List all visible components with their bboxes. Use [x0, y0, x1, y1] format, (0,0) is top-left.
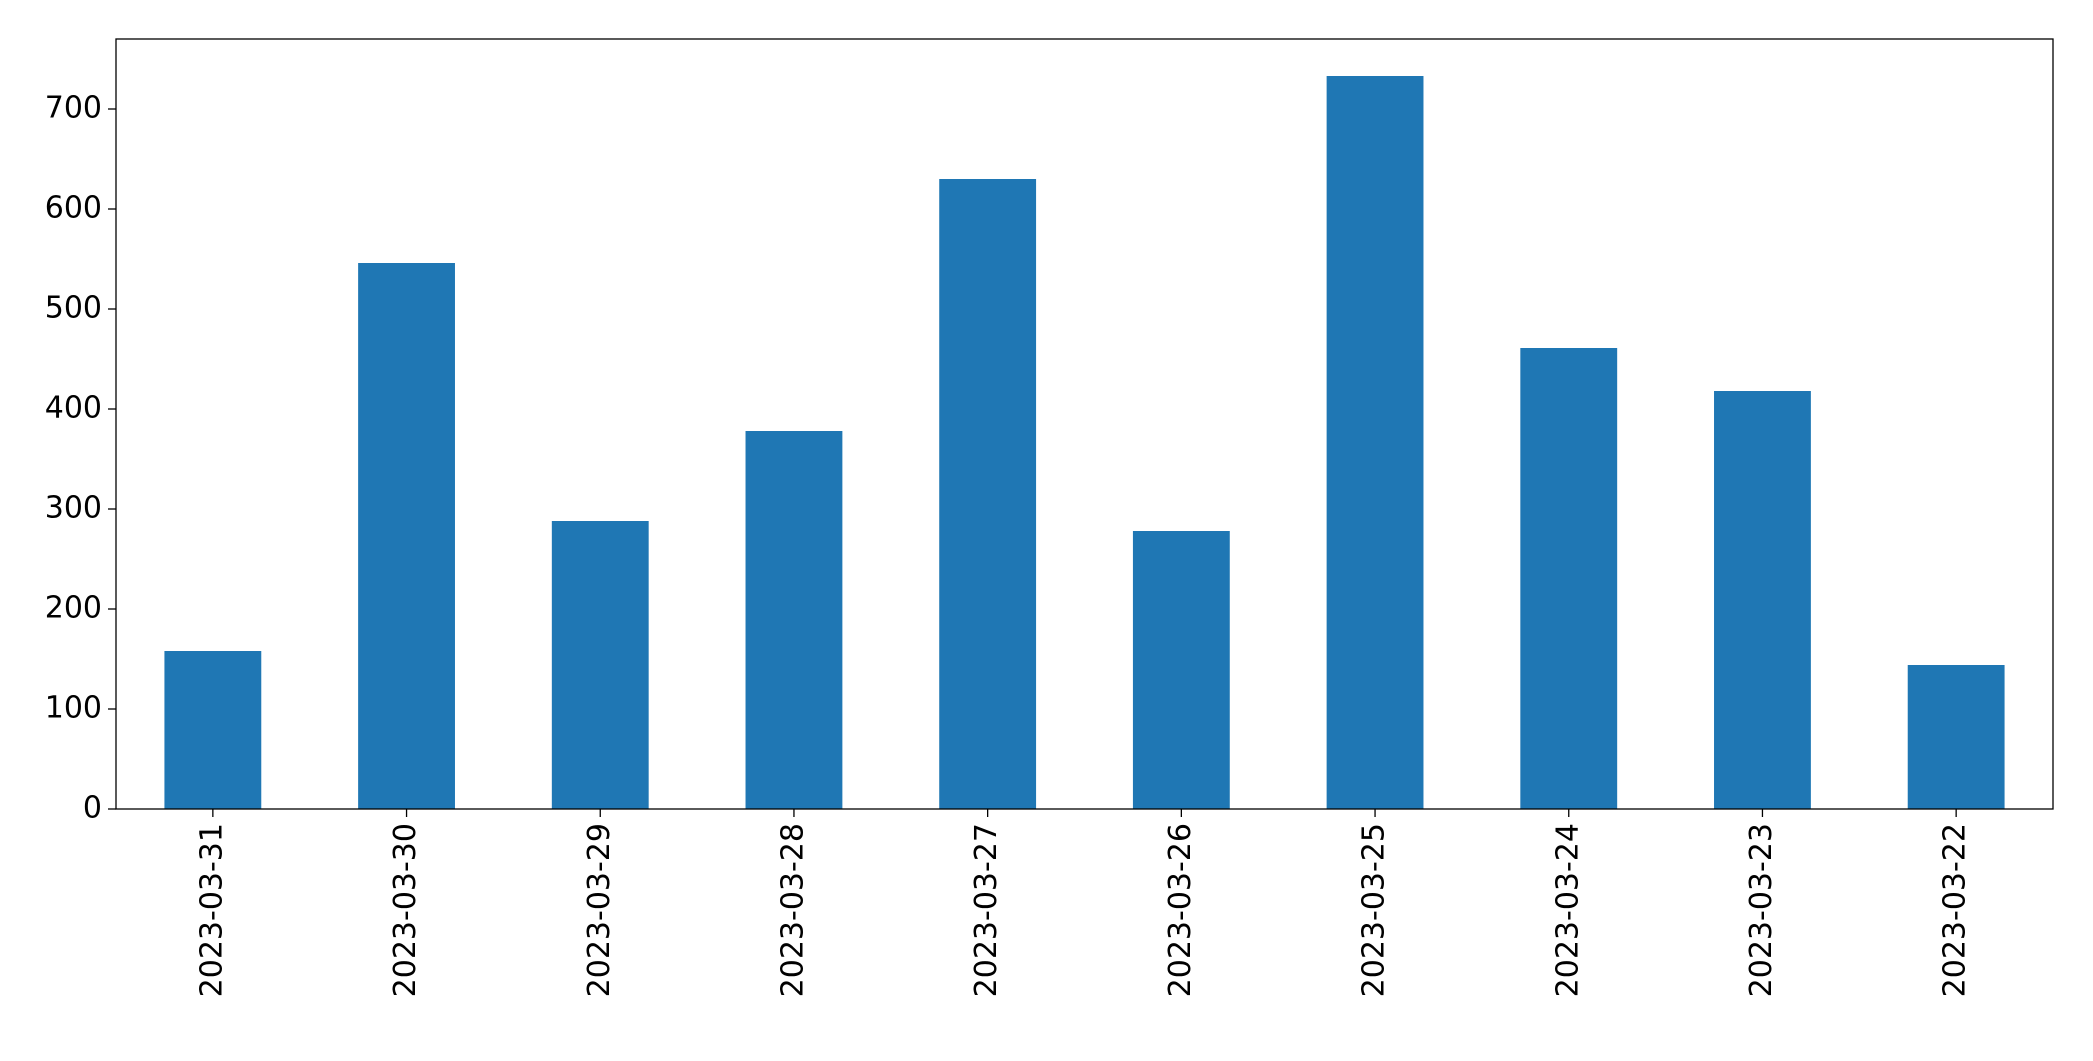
y-tick-label: 600	[45, 191, 102, 226]
bar	[1714, 391, 1811, 809]
y-tick-label: 700	[45, 91, 102, 126]
bar	[551, 521, 649, 809]
bar	[745, 431, 843, 809]
x-tick-label: 2023-03-28	[775, 823, 810, 997]
x-tick-label: 2023-03-27	[969, 823, 1004, 997]
bar	[1520, 348, 1618, 809]
x-tick-label: 2023-03-31	[194, 823, 229, 997]
bar	[939, 179, 1037, 809]
x-tick-label: 2023-03-29	[582, 823, 617, 997]
x-tick-label: 2023-03-26	[1163, 823, 1198, 997]
y-tick-label: 500	[45, 291, 102, 326]
bar	[1132, 531, 1230, 809]
bar	[164, 651, 262, 809]
x-tick-label: 2023-03-22	[1938, 823, 1973, 997]
y-tick-label: 400	[45, 391, 102, 426]
x-tick-label: 2023-03-24	[1550, 823, 1585, 997]
y-tick-label: 300	[45, 491, 102, 526]
bar	[1326, 76, 1424, 809]
y-tick-label: 200	[45, 591, 102, 626]
plot-frame	[115, 38, 2054, 810]
x-tick-label: 2023-03-25	[1357, 823, 1392, 997]
x-tick-label: 2023-03-30	[388, 823, 423, 997]
bar	[358, 263, 455, 809]
bar	[1907, 665, 2005, 809]
x-tick-label: 2023-03-23	[1744, 823, 1779, 997]
y-tick-label: 100	[45, 691, 102, 726]
y-tick-label: 0	[83, 791, 102, 826]
